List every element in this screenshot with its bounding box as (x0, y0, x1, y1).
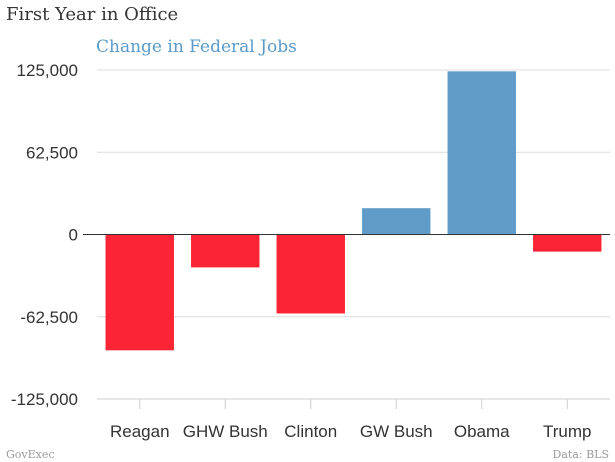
y-tick-label: -62,500 (20, 308, 78, 327)
x-tick-label: Clinton (284, 422, 337, 441)
publisher-credit: GovExec (6, 448, 55, 461)
bar-clinton (276, 234, 345, 314)
bar-ghw-bush (191, 234, 260, 268)
x-tick-label: GW Bush (360, 422, 433, 441)
x-tick-label: Trump (543, 422, 592, 441)
data-source: Data: BLS (552, 448, 609, 461)
x-tick-label: Reagan (110, 422, 170, 441)
x-tick-label: Obama (454, 422, 510, 441)
bar-obama (447, 71, 516, 235)
y-tick-label: -125,000 (11, 390, 78, 409)
bar-gw-bush (362, 208, 431, 235)
bar-trump (533, 234, 602, 252)
y-tick-label: 62,500 (26, 143, 78, 162)
bar-reagan (105, 234, 174, 351)
legend-entry-federal-jobs: Change in Federal Jobs (96, 37, 297, 57)
chart-title: First Year in Office (6, 4, 179, 25)
x-tick-label: GHW Bush (183, 422, 268, 441)
y-tick-label: 0 (69, 226, 78, 245)
y-tick-label: 125,000 (17, 61, 78, 80)
